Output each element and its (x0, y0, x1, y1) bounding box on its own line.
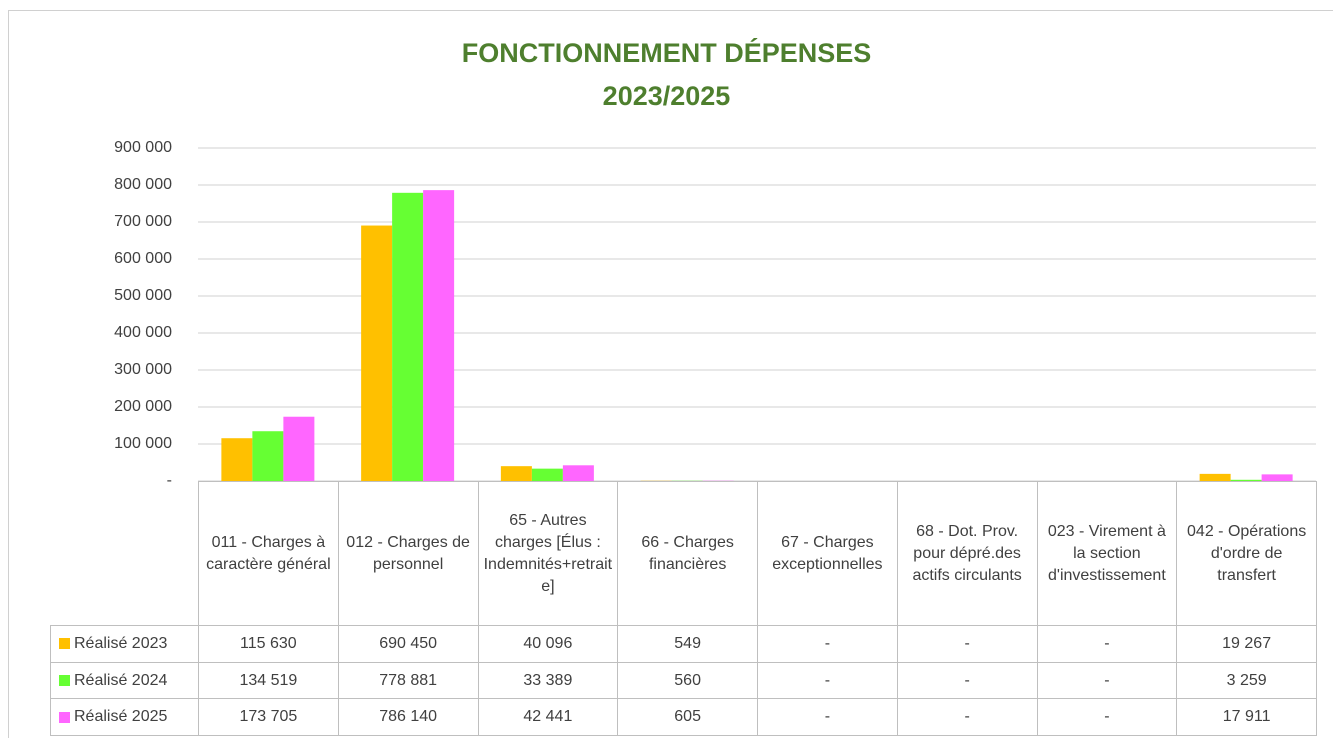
table-value: - (757, 625, 898, 663)
bar (252, 431, 284, 481)
y-tick-label: 700 000 (114, 213, 172, 230)
legend-label: Réalisé 2023 (74, 634, 168, 652)
chart-title: 2023/2025 (602, 81, 731, 111)
legend-swatch (59, 711, 70, 723)
y-tick-label: 600 000 (114, 250, 172, 267)
bar (531, 468, 563, 481)
legend-entry: Réalisé 2025 (50, 698, 199, 737)
category-label: 67 - Charges exceptionnelles (757, 481, 898, 626)
y-tick-label: 500 000 (114, 287, 172, 304)
table-value: 134 519 (198, 661, 339, 700)
table-value: 549 (617, 625, 758, 663)
category-label: 68 - Dot. Prov. pour dépré.des actifs ci… (896, 481, 1038, 626)
bar (361, 225, 393, 481)
bar (562, 465, 594, 481)
table-value: 3 259 (1176, 661, 1317, 700)
table-value: - (757, 661, 898, 700)
bar (423, 190, 455, 481)
table-value: - (896, 625, 1038, 663)
y-tick-label: 300 000 (114, 361, 172, 378)
legend-swatch (59, 638, 70, 650)
table-value: 173 705 (198, 698, 339, 737)
y-tick-label: 900 000 (114, 139, 172, 156)
y-tick-label: 200 000 (114, 398, 172, 415)
category-label: 023 - Virement à la section d'investisse… (1036, 481, 1178, 626)
bar (221, 438, 253, 481)
bar (283, 416, 315, 481)
table-value: 605 (617, 698, 758, 737)
bar (1261, 474, 1293, 481)
table-value: 19 267 (1176, 625, 1317, 663)
table-value: 42 441 (477, 698, 619, 737)
table-value: - (896, 698, 1038, 737)
table-value: 40 096 (477, 625, 619, 663)
legend-label: Réalisé 2025 (74, 708, 168, 726)
table-value: - (1036, 661, 1178, 700)
y-tick-label: - (167, 472, 172, 489)
bar (1230, 479, 1262, 481)
table-value: - (896, 661, 1038, 700)
table-value: 33 389 (477, 661, 619, 700)
table-value: - (1036, 625, 1178, 663)
category-label: 012 - Charges de personnel (337, 481, 479, 626)
bar (392, 192, 424, 481)
table-value: 690 450 (337, 625, 479, 663)
category-label: 042 - Opérations d'ordre de transfert (1176, 481, 1317, 626)
table-value: - (1036, 698, 1178, 737)
table-value: 778 881 (337, 661, 479, 700)
legend-entry: Réalisé 2024 (50, 661, 199, 700)
table-value: 560 (617, 661, 758, 700)
y-tick-label: 800 000 (114, 176, 172, 193)
y-tick-label: 100 000 (114, 435, 172, 452)
legend-label: Réalisé 2024 (74, 671, 168, 689)
category-label: 011 - Charges à caractère général (198, 481, 339, 626)
table-value: - (757, 698, 898, 737)
table-value: 786 140 (337, 698, 479, 737)
table-value: 17 911 (1176, 698, 1317, 737)
category-label: 65 - Autres charges [Élus : Indemnités+r… (477, 481, 619, 626)
chart-frame (8, 10, 1333, 738)
chart-title: FONCTIONNEMENT DÉPENSES (461, 38, 872, 68)
bar (1199, 473, 1231, 481)
legend-entry: Réalisé 2023 (50, 625, 199, 663)
legend-swatch (59, 675, 70, 687)
y-tick-label: 400 000 (114, 324, 172, 341)
category-label: 66 - Charges financières (617, 481, 758, 626)
bar (500, 466, 532, 481)
table-value: 115 630 (198, 625, 339, 663)
